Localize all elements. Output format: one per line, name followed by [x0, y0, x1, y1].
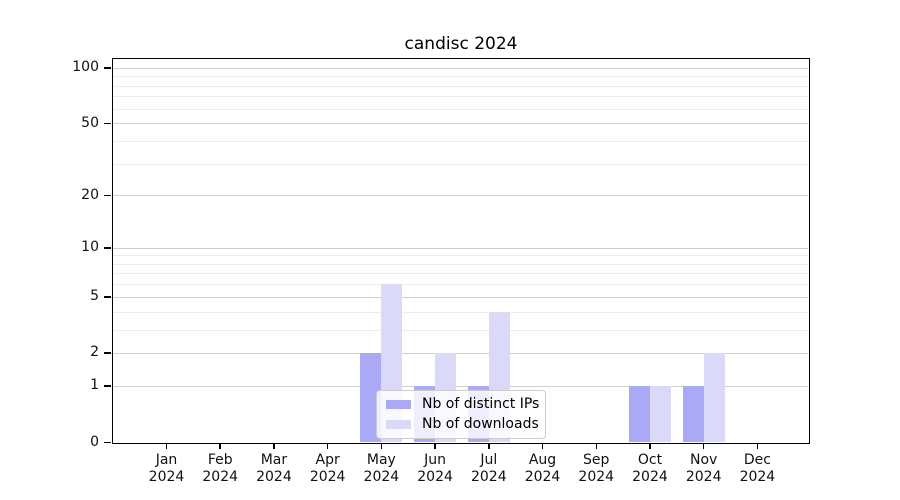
x-tick-label: May 2024 — [363, 452, 400, 485]
bar-distinct-ips — [682, 385, 704, 442]
x-tick-label: Aug 2024 — [524, 452, 561, 485]
y-tick-label: 50 — [81, 114, 99, 131]
y-tick-label: 20 — [81, 186, 99, 203]
legend-swatch-downloads — [386, 419, 411, 429]
y-tick-label: 5 — [90, 288, 99, 305]
y-axis-tick — [104, 122, 111, 125]
x-axis-tick — [756, 443, 759, 449]
y-tick-label: 2 — [90, 344, 99, 361]
x-axis-tick — [219, 443, 221, 449]
x-axis-tick — [165, 443, 168, 449]
minor-gridline — [113, 255, 808, 257]
bar-downloads — [649, 385, 671, 442]
bar-distinct-ips — [628, 385, 650, 442]
y-axis-tick — [104, 194, 111, 197]
legend-label-downloads: Nb of downloads — [422, 415, 539, 432]
major-gridline — [113, 352, 808, 354]
minor-gridline — [113, 163, 808, 165]
minor-gridline — [113, 96, 808, 98]
legend-label-distinct-ips: Nb of distinct IPs — [422, 396, 540, 413]
x-axis-tick — [434, 443, 436, 449]
x-axis-tick — [702, 443, 705, 449]
x-axis-tick — [649, 443, 651, 449]
x-tick-label: Oct 2024 — [632, 452, 668, 485]
x-tick-label: Apr 2024 — [309, 452, 346, 485]
y-axis-tick — [104, 441, 111, 443]
x-axis-tick — [595, 443, 597, 449]
x-tick-label: Nov 2024 — [685, 452, 722, 485]
y-tick-label: 100 — [72, 59, 99, 76]
major-gridline — [113, 195, 808, 197]
x-axis-tick — [273, 443, 275, 449]
y-axis-tick — [104, 296, 111, 298]
y-axis-tick — [104, 247, 111, 249]
minor-gridline — [113, 76, 808, 78]
plot-area: 0 1 2 5 10 20 50 100 Jan 2024 Feb 2024 Mar 2024 Apr… — [72, 58, 810, 485]
x-tick-label: Mar 2024 — [256, 452, 292, 485]
x-tick-label: Dec 2024 — [739, 452, 776, 485]
major-gridline — [113, 385, 808, 387]
x-tick-label: Jun 2024 — [417, 452, 453, 485]
legend-swatch-distinct-ips — [386, 400, 411, 410]
x-axis-tick — [380, 443, 383, 449]
y-tick-label: 0 — [90, 433, 99, 450]
x-tick-label: Jan 2024 — [148, 452, 185, 485]
x-axis-tick — [541, 443, 544, 449]
bar-downloads — [703, 352, 725, 442]
x-tick-label: Sep 2024 — [578, 452, 615, 485]
minor-gridline — [113, 329, 808, 331]
x-tick-label: Feb 2024 — [202, 452, 239, 485]
y-axis-tick — [104, 352, 111, 354]
minor-gridline — [113, 85, 808, 87]
x-axis-tick — [326, 443, 329, 449]
minor-gridline — [113, 140, 808, 142]
x-tick-label: Jul 2024 — [470, 452, 507, 485]
minor-gridline — [113, 263, 808, 265]
y-tick-label: 10 — [81, 239, 99, 256]
legend-item-distinct-ips: Nb of distinct IPs — [386, 396, 539, 414]
minor-gridline — [113, 108, 808, 110]
major-gridline — [113, 123, 808, 125]
minor-gridline — [113, 311, 808, 313]
minor-gridline — [113, 273, 808, 275]
chart-title: candisc 2024 — [404, 34, 518, 54]
legend: Nb of distinct IPs Nb of downloads — [376, 390, 546, 439]
minor-gridline — [113, 284, 808, 286]
major-gridline — [113, 247, 808, 249]
major-gridline — [113, 67, 808, 69]
y-axis-tick — [104, 67, 111, 69]
x-axis-tick — [488, 443, 490, 449]
major-gridline — [113, 296, 808, 298]
y-tick-label: 1 — [90, 377, 99, 394]
y-axis-tick — [104, 385, 111, 387]
legend-item-downloads: Nb of downloads — [386, 415, 539, 433]
